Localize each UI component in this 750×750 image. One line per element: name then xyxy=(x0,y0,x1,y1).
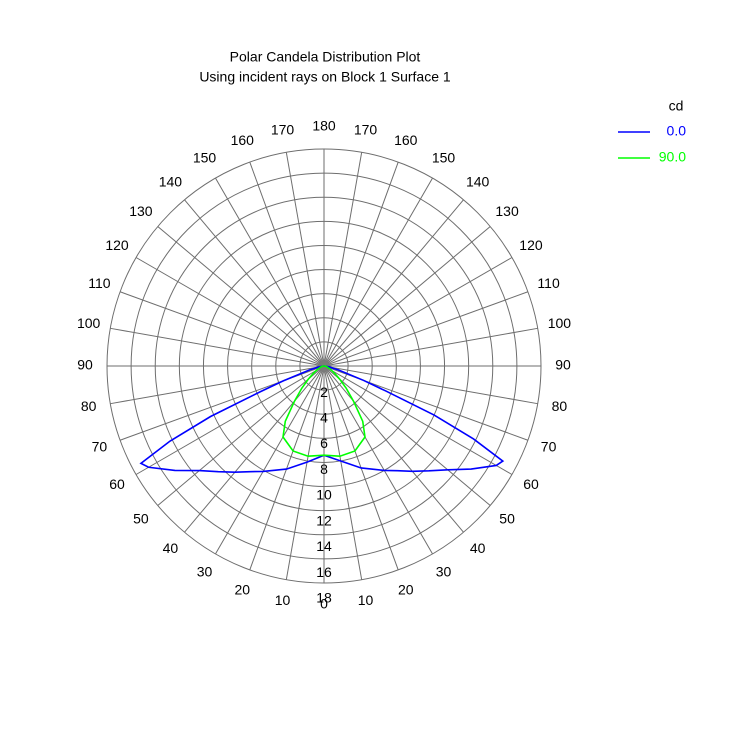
spoke xyxy=(323,365,363,580)
radial-label: 18 xyxy=(316,590,332,606)
angle-label: 20 xyxy=(398,581,414,597)
angle-label: 160 xyxy=(231,132,255,148)
radial-label: 6 xyxy=(320,435,328,451)
ring xyxy=(202,244,446,488)
angle-label: 10 xyxy=(358,592,374,608)
angle-label: 160 xyxy=(394,132,418,148)
angle-label: 90 xyxy=(77,357,93,373)
spoke xyxy=(323,365,538,405)
spoke xyxy=(323,161,399,367)
spoke xyxy=(323,365,513,475)
spoke xyxy=(135,365,325,475)
spoke xyxy=(184,365,325,533)
angle-label: 140 xyxy=(159,174,183,190)
ring xyxy=(154,196,494,536)
spoke xyxy=(215,177,325,367)
spoke xyxy=(323,199,464,367)
angle-label: 40 xyxy=(163,540,179,556)
spoke xyxy=(323,291,529,367)
angle-label: 170 xyxy=(271,121,295,137)
angle-label: 50 xyxy=(133,510,149,526)
angle-label: 150 xyxy=(193,150,217,166)
ring xyxy=(106,148,542,584)
legend-title: cd xyxy=(669,98,684,114)
spoke xyxy=(110,327,325,367)
radial-label: 12 xyxy=(316,512,332,528)
ring xyxy=(275,317,373,415)
angle-label: 60 xyxy=(523,476,539,492)
angle-label: 30 xyxy=(436,564,452,580)
angle-label: 70 xyxy=(541,438,557,454)
angle-label: 130 xyxy=(129,203,153,219)
spoke xyxy=(215,365,325,555)
angle-label: 30 xyxy=(197,564,213,580)
angle-label: 180 xyxy=(312,118,336,134)
angle-label: 140 xyxy=(466,174,490,190)
spoke xyxy=(184,199,325,367)
radial-label: 4 xyxy=(320,410,328,426)
chart-title: Polar Candela Distribution Plot xyxy=(230,49,421,65)
spoke xyxy=(249,161,325,367)
spoke xyxy=(285,365,325,580)
legend-label: 0.0 xyxy=(667,123,687,139)
spoke xyxy=(157,365,325,506)
angle-label: 110 xyxy=(88,275,111,291)
ring xyxy=(227,269,421,463)
radial-label: 14 xyxy=(316,538,332,554)
angle-label: 20 xyxy=(234,581,250,597)
spoke xyxy=(119,291,325,367)
spoke xyxy=(157,226,325,367)
spoke xyxy=(323,226,491,367)
angle-label: 60 xyxy=(109,476,125,492)
spoke xyxy=(323,257,513,367)
radial-label: 2 xyxy=(320,384,328,400)
angle-label: 40 xyxy=(470,540,486,556)
angle-label: 50 xyxy=(499,510,515,526)
angle-label: 90 xyxy=(555,357,571,373)
spoke xyxy=(323,327,538,367)
angle-label: 100 xyxy=(548,315,572,331)
spoke xyxy=(323,177,433,367)
spoke xyxy=(285,152,325,367)
ring xyxy=(251,293,397,439)
angle-label: 70 xyxy=(92,438,108,454)
angle-label: 10 xyxy=(275,592,291,608)
spoke xyxy=(249,365,325,571)
ring xyxy=(299,341,349,391)
angle-label: 120 xyxy=(105,237,129,253)
spoke xyxy=(323,365,491,506)
spoke xyxy=(135,257,325,367)
angle-label: 0 xyxy=(320,596,328,612)
spoke xyxy=(323,365,433,555)
series-line xyxy=(282,365,366,458)
angle-label: 120 xyxy=(519,237,543,253)
radial-label: 16 xyxy=(316,564,332,580)
radial-label: 8 xyxy=(320,461,328,477)
legend-label: 90.0 xyxy=(659,149,686,165)
angle-label: 80 xyxy=(81,398,97,414)
radial-label: 10 xyxy=(316,487,332,503)
spoke xyxy=(323,365,464,533)
ring xyxy=(178,220,470,512)
spoke xyxy=(323,152,363,367)
angle-label: 100 xyxy=(77,315,101,331)
spoke xyxy=(110,365,325,405)
chart-subtitle: Using incident rays on Block 1 Surface 1 xyxy=(199,69,451,85)
angle-label: 170 xyxy=(354,121,378,137)
angle-label: 110 xyxy=(537,275,560,291)
ring xyxy=(130,172,518,560)
angle-label: 150 xyxy=(432,150,456,166)
angle-label: 130 xyxy=(495,203,519,219)
angle-label: 80 xyxy=(552,398,568,414)
